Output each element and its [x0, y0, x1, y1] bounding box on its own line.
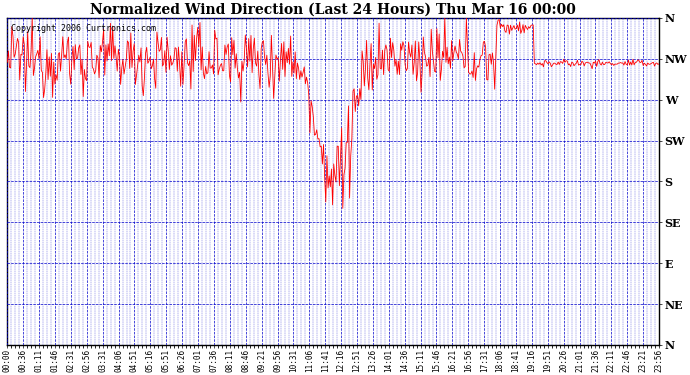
Text: Copyright 2006 Curtronics.com: Copyright 2006 Curtronics.com	[10, 24, 155, 33]
Title: Normalized Wind Direction (Last 24 Hours) Thu Mar 16 00:00: Normalized Wind Direction (Last 24 Hours…	[90, 3, 576, 17]
